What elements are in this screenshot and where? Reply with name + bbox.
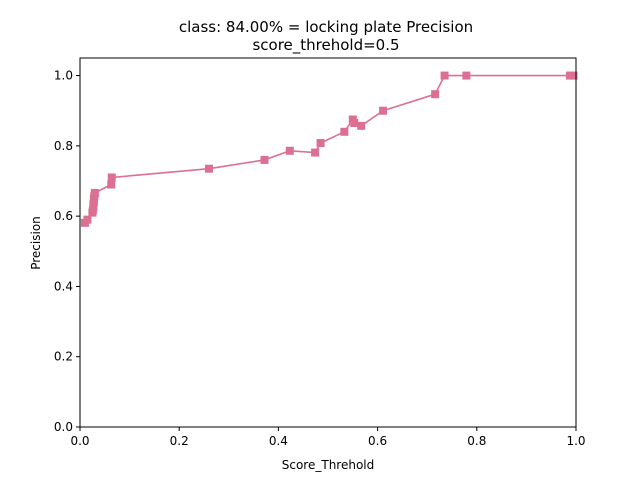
data-point-marker xyxy=(350,119,359,128)
data-point-marker xyxy=(379,106,388,115)
data-point-marker xyxy=(107,173,116,182)
data-point-marker xyxy=(311,148,320,157)
plot-frame xyxy=(79,57,577,428)
x-tick-label: 0.8 xyxy=(467,434,486,448)
chart-title-line2: score_threhold=0.5 xyxy=(252,36,399,55)
data-point-marker xyxy=(357,121,366,130)
x-tick-label: 0.0 xyxy=(70,434,89,448)
data-point-marker xyxy=(440,71,449,80)
data-point-marker xyxy=(83,215,92,224)
y-axis-label: Precision xyxy=(29,216,43,270)
plot-area xyxy=(80,71,578,227)
y-tick-label: 0.8 xyxy=(54,139,73,153)
y-tick-label: 0.4 xyxy=(54,279,73,293)
y-tick-label: 0.0 xyxy=(54,420,73,434)
x-axis-label: Score_Threhold xyxy=(282,458,375,472)
x-tick-label: 0.2 xyxy=(170,434,189,448)
data-point-marker xyxy=(260,155,269,164)
y-tick-label: 0.6 xyxy=(54,209,73,223)
data-point-marker xyxy=(107,180,116,189)
x-tick-label: 0.6 xyxy=(368,434,387,448)
data-point-marker xyxy=(204,164,213,173)
data-point-marker xyxy=(285,146,294,155)
data-point-marker xyxy=(90,188,99,197)
x-axis-ticks: 0.0 0.2 0.4 0.6 0.8 1.0 xyxy=(70,427,586,448)
x-tick-label: 1.0 xyxy=(566,434,585,448)
data-point-marker xyxy=(569,71,578,80)
y-tick-label: 1.0 xyxy=(54,69,73,83)
chart-title-line1: class: 84.00% = locking plate Precision xyxy=(179,18,473,36)
data-point-marker xyxy=(316,139,325,148)
data-point-marker xyxy=(340,127,349,136)
data-point-marker xyxy=(431,90,440,99)
data-point-marker xyxy=(462,71,471,80)
y-axis-ticks: 0.0 0.2 0.4 0.6 0.8 1.0 xyxy=(54,69,80,434)
x-tick-label: 0.4 xyxy=(269,434,288,448)
y-tick-label: 0.2 xyxy=(54,350,73,364)
